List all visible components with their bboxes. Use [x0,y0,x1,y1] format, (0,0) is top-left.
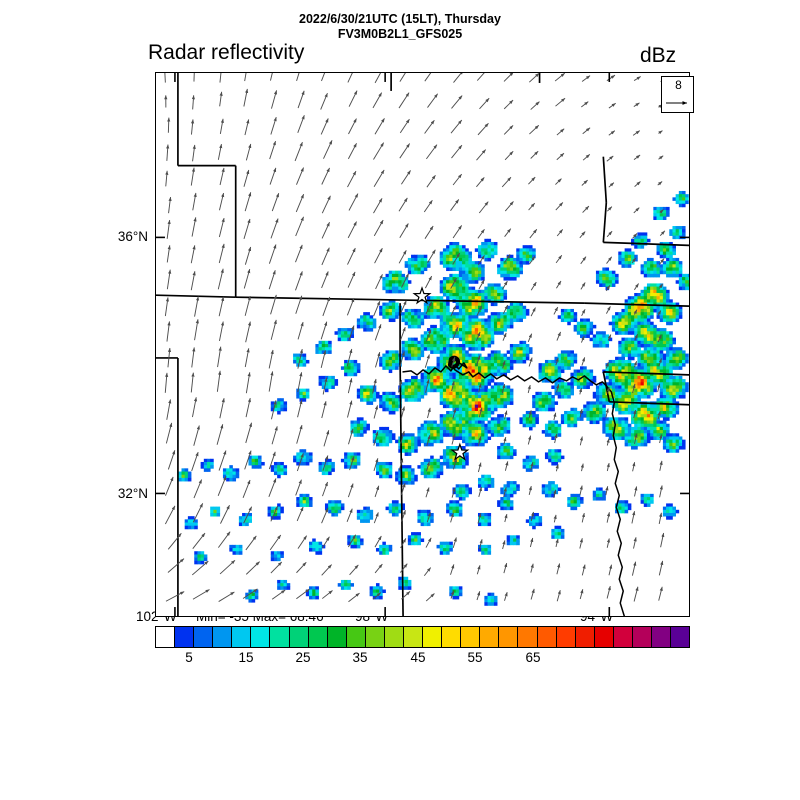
colorbar-tick-5: 5 [185,650,193,665]
colorbar-cell [175,627,195,647]
colorbar-cell [289,627,309,647]
title-model-name: FV3M0B2L1_GFS025 [337,27,463,41]
colorbar-cell [632,627,653,647]
lat-tick-36n: 36°N [117,229,148,244]
panel-title: Radar reflectivity [148,41,305,64]
lat-tick-32n: 32°N [117,486,148,501]
colorbar-tick-35: 35 [352,650,368,665]
right-arrow-icon [666,101,688,105]
colorbar-cell [671,627,690,647]
colorbar-cell [442,627,462,647]
colorbar-cell [423,627,443,647]
station-marker-layer [412,286,470,461]
colorbar-cell [251,627,271,647]
colorbar-cell [327,627,347,647]
colorbar-cell [384,627,405,647]
wind-vector-layer [163,73,667,603]
colorbar-cell [156,627,176,647]
map-panel[interactable] [155,72,690,617]
title-valid-time: 2022/6/30/21UTC (15LT), Thursday [299,12,501,26]
colorbar-cell [404,627,424,647]
colorbar-tick-25: 25 [295,650,311,665]
colorbar-cell [499,627,519,647]
colorbar-cell [461,627,481,647]
map-canvas [156,73,689,616]
radar-echo-layer [178,190,689,606]
wind-vector-key-value: 8 [675,78,682,92]
colorbar-cell [213,627,233,647]
colorbar-cell [346,627,366,647]
colorbar-cell [365,627,385,647]
colorbar-cell [480,627,500,647]
colorbar-cell [194,627,214,647]
colorbar-cell [575,627,595,647]
colorbar-tick-15: 15 [238,650,254,665]
colorbar-cell [308,627,328,647]
colorbar-cell [518,627,538,647]
wind-vector-key: 8 [661,76,694,113]
colorbar-cells [155,626,690,648]
colorbar-tick-65: 65 [525,650,541,665]
colorbar-cell [537,627,557,647]
colorbar-cell [232,627,252,647]
colorbar[interactable] [155,626,690,648]
colorbar-cell [594,627,614,647]
colorbar-cell [270,627,290,647]
unit-label: dBz [640,44,677,67]
colorbar-cell [556,627,576,647]
colorbar-cell [613,627,633,647]
axis-tickmarks [156,73,689,616]
colorbar-tick-55: 55 [467,650,483,665]
colorbar-cell [652,627,672,647]
colorbar-tick-45: 45 [410,650,426,665]
